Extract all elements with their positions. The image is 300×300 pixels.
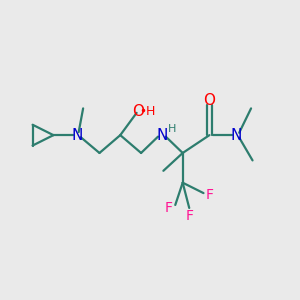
Text: F: F [206, 188, 213, 202]
Text: F: F [165, 201, 173, 215]
Text: N: N [156, 128, 168, 142]
Text: N: N [230, 128, 242, 142]
Text: N: N [71, 128, 83, 142]
Text: O: O [203, 93, 215, 108]
Text: O: O [132, 104, 144, 119]
Text: H: H [145, 105, 155, 118]
Text: H: H [167, 124, 176, 134]
Text: F: F [185, 209, 193, 223]
